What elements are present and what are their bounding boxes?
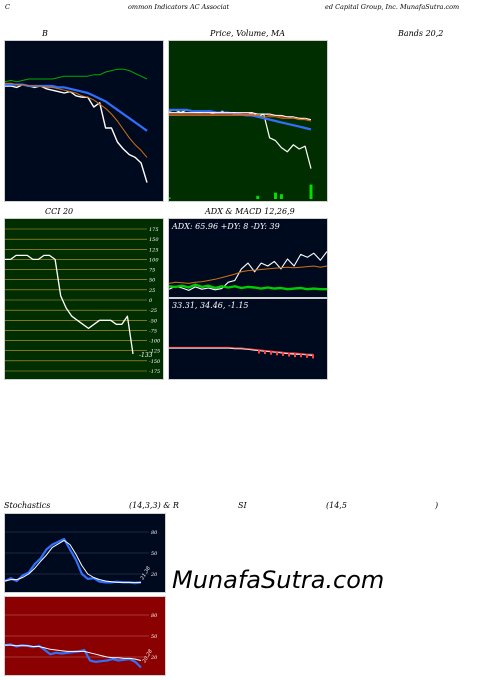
price_volume-series-3-line (169, 112, 312, 121)
adx-series-0-line (169, 251, 327, 291)
cci-tick-label: -75 (149, 328, 157, 334)
rsi-tick-label: 50 (151, 634, 158, 640)
volume-bar (279, 194, 283, 199)
cci-tick-label: -50 (149, 318, 158, 324)
cci-last-value: -133 (139, 352, 153, 359)
rsi-series-0-line (5, 643, 142, 669)
price-volume-chart (169, 108, 313, 199)
header-part3: ed Capital Group, Inc. MunafaSutra.com (325, 3, 460, 11)
cci-tick-label: -175 (149, 369, 160, 375)
price-volume-panel (168, 40, 328, 202)
adx-chart (169, 251, 327, 291)
rsi-series-1-line (5, 644, 142, 661)
volume-bar (309, 184, 313, 199)
label-stoch-e: ) (435, 501, 439, 510)
bollinger-panel (4, 40, 164, 202)
cci-tick-label: -150 (149, 359, 161, 365)
label-bands: Bands 20,2 (398, 29, 444, 38)
header-part1: C (5, 3, 10, 11)
cci-tick-label: 150 (149, 237, 159, 243)
label-stoch-c: SI (238, 501, 247, 510)
price_volume-series-4-line (169, 114, 312, 122)
cci-tick-label: -25 (149, 308, 157, 314)
cci-tick-label: -100 (149, 339, 161, 345)
label-price: Price, Volume, MA (210, 29, 286, 38)
volume-bar (169, 197, 171, 199)
cci-tick-label: 50 (149, 278, 156, 284)
watermark: MunafaSutra.com (172, 566, 385, 594)
stochastics-series-0-line (5, 537, 142, 585)
bollinger-series-2-line (5, 82, 148, 158)
macd-panel: 33.31, 34.46, -1.15 (168, 298, 328, 380)
label-stoch-a: Stochastics (4, 501, 51, 510)
stochastics-series-1-line (5, 539, 141, 583)
header-part2: ommon Indicators AC Associat (128, 3, 230, 11)
cci-tick-label: 125 (149, 247, 159, 253)
adx-series-2-line (169, 283, 327, 291)
cci-tick-label: -125 (149, 349, 160, 355)
macd-readout: 33.31, 34.46, -1.15 (172, 301, 249, 310)
rsi-panel: 80 50 20 20.28 (4, 596, 166, 676)
stochastics-panel: 80 50 20 21.38 (4, 513, 166, 593)
label-cci: CCI 20 (45, 207, 74, 216)
label-adx-macd: ADX & MACD 12,26,9 (205, 207, 295, 216)
cci-tick-label: 25 (148, 288, 155, 294)
stochastics-tick-label: 80 (151, 530, 158, 536)
label-b: B (42, 29, 48, 38)
rsi-tick-label: 20 (150, 655, 158, 661)
label-stoch-b: (14,3,3) & R (129, 501, 179, 510)
adx-panel: ADX: 65.96 +DY: 8 -DY: 39 (168, 218, 328, 298)
macd-series-0-line (169, 347, 314, 356)
cci-series-0-line (5, 254, 134, 355)
bollinger-series-1-line (5, 83, 148, 132)
cci-tick-label: 75 (149, 268, 155, 274)
volume-bar (274, 192, 277, 199)
adx-readout: ADX: 65.96 +DY: 8 -DY: 39 (172, 222, 280, 231)
bollinger-series-3-line (5, 68, 148, 83)
rsi-tick-label: 80 (151, 613, 158, 619)
adx-series-1-line (169, 265, 327, 284)
volume-bar (256, 195, 260, 199)
stochastics-tick-label: 20 (150, 572, 158, 578)
cci-chart: 175 150 125 100 75 50 25 0 -25 -50 -75 -100 -125 -150… (5, 227, 161, 375)
cci-tick-label: 100 (149, 257, 159, 263)
macd-chart (169, 346, 314, 359)
cci-tick-label: 0 (149, 298, 153, 304)
stochastics-last-value: 21.38 (139, 566, 152, 582)
cci-tick-label: 175 (149, 227, 159, 233)
label-stoch-d: (14,5 (326, 501, 347, 510)
cci-panel: 175 150 125 100 75 50 25 0 -25 -50 -75 -100 -125 -150… (4, 218, 164, 380)
bollinger-chart (5, 68, 148, 183)
stochastics-tick-label: 50 (151, 551, 158, 557)
